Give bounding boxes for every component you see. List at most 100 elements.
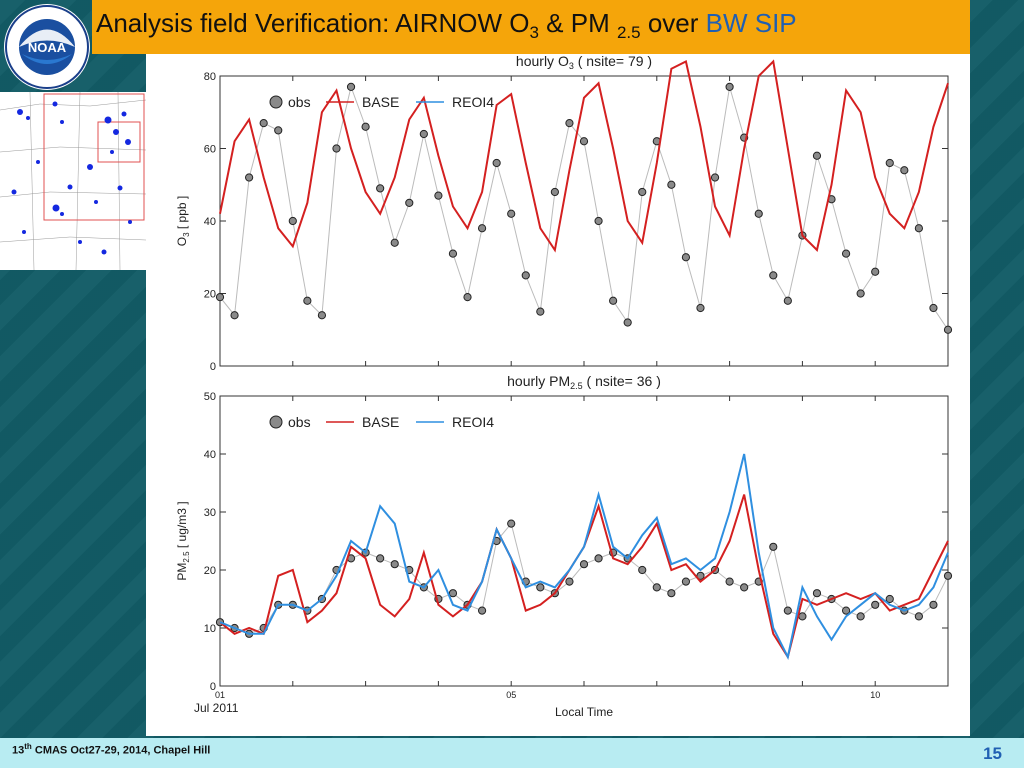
obs-point bbox=[565, 577, 574, 586]
obs-point bbox=[215, 293, 225, 302]
obs-point bbox=[667, 180, 676, 189]
obs-point bbox=[841, 606, 851, 615]
obs-point bbox=[871, 267, 880, 276]
obs-point bbox=[696, 303, 705, 313]
obs-connector-line bbox=[219, 85, 949, 331]
obs-point bbox=[477, 224, 487, 233]
legend-reoi4-label: REOI4 bbox=[452, 94, 494, 110]
y-tick-label: 40 bbox=[204, 216, 216, 228]
obs-point bbox=[419, 129, 428, 139]
obs-point bbox=[579, 560, 589, 569]
obs-point bbox=[914, 224, 923, 233]
obs-point bbox=[812, 589, 822, 598]
chart-pm25: hourly PM2.5 ( nsite= 36 )01020304050PM2… bbox=[175, 373, 953, 719]
obs-point bbox=[507, 519, 516, 528]
obs-point bbox=[769, 271, 778, 280]
y-tick-label: 30 bbox=[204, 507, 216, 519]
y-tick-label: 10 bbox=[204, 623, 216, 635]
obs-point bbox=[929, 600, 938, 609]
obs-point bbox=[477, 606, 487, 615]
obs-point bbox=[667, 589, 676, 598]
obs-point bbox=[725, 577, 734, 586]
obs-point bbox=[856, 289, 865, 298]
obs-point bbox=[943, 325, 953, 334]
chart-o3: hourly O3 ( nsite= 79 ) 0 20 40 60 80 O3 [ ppb… bbox=[175, 53, 953, 373]
noaa-logo: NOAA bbox=[4, 4, 90, 90]
y-tick-label: 20 bbox=[204, 565, 216, 577]
obs-point bbox=[288, 216, 297, 226]
title-amp: & PM bbox=[538, 8, 617, 38]
obs-point bbox=[346, 82, 356, 91]
obs-point bbox=[245, 173, 254, 182]
obs-point bbox=[609, 296, 618, 305]
obs-point bbox=[594, 216, 603, 226]
obs-point bbox=[725, 82, 734, 91]
obs-point bbox=[565, 119, 574, 128]
title-over: over bbox=[640, 8, 706, 38]
obs-point bbox=[536, 583, 545, 592]
obs-point bbox=[230, 311, 239, 320]
obs-point bbox=[798, 612, 807, 621]
obs-point bbox=[754, 209, 763, 218]
obs-point bbox=[303, 296, 312, 305]
y-tick-label: 20 bbox=[204, 289, 216, 301]
legend-obs-label: obs bbox=[288, 94, 311, 110]
series-line-base bbox=[219, 494, 949, 660]
obs-point bbox=[929, 303, 938, 313]
legend-base-label: BASE bbox=[362, 94, 399, 110]
obs-point bbox=[594, 554, 603, 563]
chart-title: hourly PM2.5 ( nsite= 36 ) bbox=[507, 373, 661, 391]
x-start-label: Jul 2011 bbox=[194, 701, 239, 715]
obs-point bbox=[521, 271, 530, 280]
obs-point bbox=[405, 198, 414, 207]
obs-point bbox=[274, 126, 283, 135]
obs-point bbox=[434, 191, 443, 200]
obs-point bbox=[681, 253, 691, 262]
y-axis-label: O3 [ ppb ] bbox=[175, 196, 191, 247]
obs-point bbox=[885, 158, 894, 168]
chart-title: hourly O3 ( nsite= 79 ) bbox=[516, 54, 652, 71]
obs-point bbox=[783, 606, 792, 615]
legend-obs-label: obs bbox=[288, 414, 311, 430]
obs-point bbox=[943, 571, 953, 580]
obs-point bbox=[376, 554, 385, 563]
x-tick-label: 10 bbox=[870, 690, 880, 700]
obs-point bbox=[812, 151, 822, 160]
charts-svg: hourly O3 ( nsite= 79 ) 0 20 40 60 80 O3 [ ppb… bbox=[175, 53, 953, 719]
legend-base-label: BASE bbox=[362, 414, 399, 430]
y-tick-label: 50 bbox=[204, 391, 216, 403]
page-number: 15 bbox=[983, 744, 1002, 763]
title-pm-subscript: 2.5 bbox=[616, 23, 641, 43]
obs-point bbox=[841, 249, 851, 258]
x-axis-title: Local Time bbox=[555, 705, 613, 719]
legend-obs-marker bbox=[269, 415, 283, 429]
footer-sup: th bbox=[24, 742, 32, 751]
obs-point bbox=[317, 311, 327, 320]
obs-point bbox=[550, 187, 559, 197]
y-axis-label: PM2.5 [ ug/m3 ] bbox=[175, 501, 191, 580]
y-tick-label: 60 bbox=[204, 144, 216, 156]
obs-point bbox=[914, 612, 923, 621]
obs-point bbox=[579, 137, 589, 146]
title-region: BW SIP bbox=[705, 8, 797, 38]
obs-point bbox=[871, 600, 880, 609]
title-bar bbox=[92, 0, 970, 54]
obs-point bbox=[638, 565, 647, 575]
series-line-base bbox=[219, 59, 949, 253]
obs-point bbox=[652, 583, 661, 592]
footer-bar bbox=[0, 738, 1024, 768]
x-tick-label: 01 bbox=[215, 690, 225, 700]
plot-panel: hourly O3 ( nsite= 79 ) 0 20 40 60 80 O3 [ ppb… bbox=[146, 53, 970, 736]
legend-reoi4-label: REOI4 bbox=[452, 414, 494, 430]
obs-point bbox=[361, 122, 370, 131]
obs-point bbox=[885, 594, 894, 604]
y-tick-label: 40 bbox=[204, 449, 216, 461]
y-tick-label: 0 bbox=[210, 681, 216, 693]
obs-point bbox=[900, 166, 909, 175]
plot-frame bbox=[219, 395, 949, 687]
y-tick-label: 0 bbox=[210, 361, 216, 373]
slide-title: Analysis field Verification: AIRNOW O3 &… bbox=[96, 8, 797, 43]
title-main: Analysis field Verification: AIRNOW O bbox=[96, 8, 530, 38]
title-o3-subscript: 3 bbox=[529, 23, 539, 43]
site-map bbox=[0, 91, 147, 271]
